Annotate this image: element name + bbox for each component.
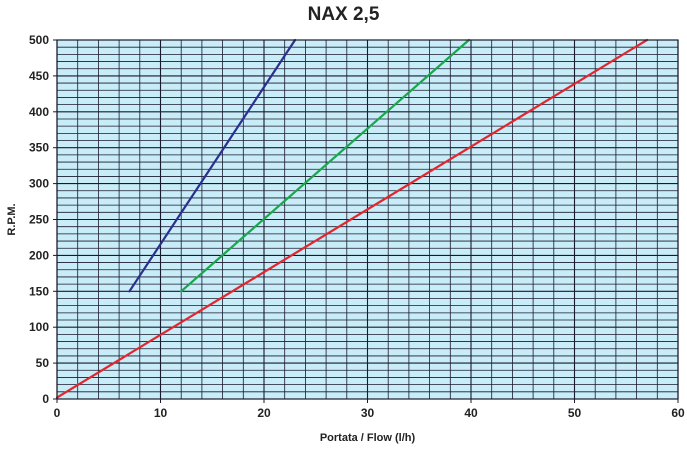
x-tick-label: 50 bbox=[568, 406, 582, 420]
y-tick-label: 150 bbox=[29, 284, 49, 298]
y-tick-label: 500 bbox=[29, 33, 49, 47]
y-tick-label: 100 bbox=[29, 320, 49, 334]
series-line-1 bbox=[128, 38, 297, 293]
series-line-2 bbox=[180, 38, 471, 293]
y-axis-label: R.P.M. bbox=[6, 203, 18, 235]
y-tick-label: 50 bbox=[36, 356, 50, 370]
x-tick-label: 0 bbox=[54, 406, 61, 420]
y-tick-label: 350 bbox=[29, 141, 49, 155]
y-tick-label: 300 bbox=[29, 177, 49, 191]
x-tick-label: 20 bbox=[257, 406, 271, 420]
x-axis-ticks: 0 10 20 30 40 50 60 bbox=[54, 399, 685, 420]
major-grid bbox=[56, 39, 679, 400]
chart-title: NAX 2,5 bbox=[307, 4, 380, 25]
x-tick-label: 10 bbox=[154, 406, 168, 420]
series-line-3 bbox=[55, 38, 649, 399]
x-axis-label: Portata / Flow (l/h) bbox=[320, 432, 416, 444]
x-tick-label: 60 bbox=[671, 406, 685, 420]
x-tick-label: 40 bbox=[464, 406, 478, 420]
y-tick-label: 450 bbox=[29, 69, 49, 83]
y-tick-label: 400 bbox=[29, 105, 49, 119]
x-tick-label: 30 bbox=[361, 406, 375, 420]
y-tick-label: 0 bbox=[42, 392, 49, 406]
series-layer bbox=[55, 38, 649, 399]
y-tick-label: 250 bbox=[29, 213, 49, 227]
y-axis-ticks: 0 50 100 150 200 250 300 350 400 450 500 bbox=[29, 33, 57, 406]
y-tick-label: 200 bbox=[29, 248, 49, 262]
